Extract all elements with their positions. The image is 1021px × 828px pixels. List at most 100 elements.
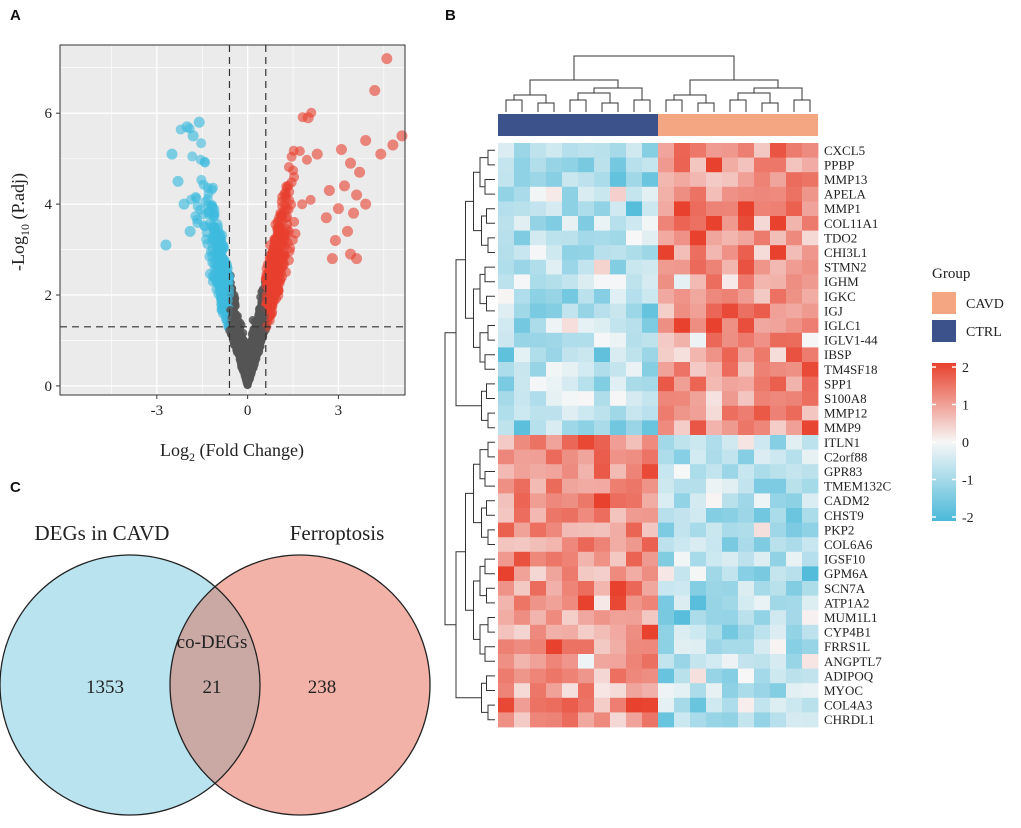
heatmap-cell [642, 420, 659, 436]
heatmap-cell [754, 610, 771, 626]
heatmap-cell [738, 712, 755, 728]
dendrogram-branch [487, 237, 495, 253]
heatmap-cell [738, 201, 755, 217]
heatmap-cell [530, 405, 547, 421]
venn-set-label-ferroptosis: Ferroptosis [290, 521, 385, 545]
heatmap-cell [754, 376, 771, 392]
heatmap-cell [626, 639, 643, 655]
heatmap-cell [498, 245, 515, 261]
heatmap-cell [498, 216, 515, 231]
heatmap-cell [546, 405, 563, 421]
point-up [351, 253, 363, 265]
heatmap-cell [786, 186, 803, 202]
point-up [348, 207, 360, 219]
heatmap-cell [546, 376, 563, 392]
heatmap-cell [722, 216, 739, 231]
heatmap-cell [706, 551, 723, 567]
heatmap-cell [754, 405, 771, 421]
dendrogram-branch [479, 624, 488, 655]
heatmap-cell [642, 566, 659, 582]
heatmap-cell [674, 143, 691, 158]
heatmap-cell [514, 537, 531, 553]
heatmap-cell [690, 186, 707, 202]
heatmap-cell [578, 566, 595, 582]
heatmap-cell [754, 289, 771, 304]
heatmap-cell [738, 332, 755, 348]
heatmap-cell [626, 610, 643, 626]
volcano-frame [59, 44, 406, 396]
heatmap-cell [514, 274, 531, 290]
dendrogram-branch [487, 441, 495, 458]
point-up [335, 144, 347, 156]
heatmap-cell [610, 391, 627, 407]
heatmap-cell [594, 435, 611, 450]
heatmap-cell [498, 186, 515, 202]
heatmap-cell [658, 668, 675, 684]
heatmap-cell [802, 143, 819, 158]
heatmap-cell [626, 405, 643, 421]
heatmap-cell [610, 405, 627, 421]
heatmap-cell [546, 347, 563, 363]
heatmap-cell [642, 581, 659, 596]
heatmap-cell [530, 332, 547, 348]
heatmap-cell [546, 274, 563, 290]
point-up [323, 184, 335, 196]
heatmap-cell [706, 172, 723, 188]
heatmap-cell [674, 478, 691, 494]
heatmap-cell [722, 289, 739, 304]
heatmap-cell [770, 435, 787, 450]
heatmap-cell [530, 493, 547, 509]
heatmap-cell [770, 581, 787, 596]
heatmap-cell [722, 157, 739, 173]
heatmap-cell [690, 157, 707, 173]
heatmap-cell [738, 566, 755, 582]
heatmap-cell [754, 449, 771, 465]
heatmap-cell [786, 245, 803, 261]
heatmap-cell [514, 435, 531, 450]
dendrogram-branch [481, 215, 488, 246]
heatmap-cell [722, 172, 739, 188]
heatmap-cell [706, 230, 723, 246]
point-up [326, 253, 338, 265]
heatmap-cell [770, 654, 787, 669]
heatmap-cell [754, 435, 771, 450]
heatmap-cell [706, 581, 723, 596]
heatmap-cell [706, 639, 723, 655]
heatmap-cell [498, 143, 515, 158]
heatmap-cell [770, 332, 787, 348]
heatmap-cell [802, 172, 819, 188]
heatmap-cell [642, 274, 659, 290]
heatmap-cell [738, 289, 755, 304]
heatmap-cell [674, 654, 691, 669]
point-ns [238, 356, 247, 365]
heatmap-cell [578, 274, 595, 290]
heatmap-cell [642, 464, 659, 480]
gene-label: CXCL5 [824, 143, 865, 158]
heatmap-cell [642, 143, 659, 158]
heatmap-cell [786, 216, 803, 231]
heatmap-cell [706, 347, 723, 363]
heatmap-cell [546, 522, 563, 538]
heatmap-cell [738, 303, 755, 319]
heatmap-cell [674, 435, 691, 450]
heatmap-cell [674, 405, 691, 421]
gene-label: ANGPTL7 [824, 654, 882, 669]
heatmap-cell [722, 332, 739, 348]
heatmap-cell [658, 303, 675, 319]
point-up [320, 212, 332, 224]
legend-swatch-cavd [932, 292, 956, 314]
heatmap-cell [530, 318, 547, 334]
heatmap-cell [642, 172, 659, 188]
heatmap-cell [594, 493, 611, 509]
heatmap-cell [610, 478, 627, 494]
heatmap-cell [754, 332, 771, 348]
point-up [287, 234, 298, 245]
heatmap-cell [770, 464, 787, 480]
heatmap-cell [770, 595, 787, 611]
heatmap-cell [786, 391, 803, 407]
dendrogram-branch [593, 87, 643, 100]
heatmap-cell [674, 332, 691, 348]
heatmap-cell [738, 478, 755, 494]
heatmap-cell [562, 230, 579, 246]
heatmap-cell [690, 581, 707, 596]
